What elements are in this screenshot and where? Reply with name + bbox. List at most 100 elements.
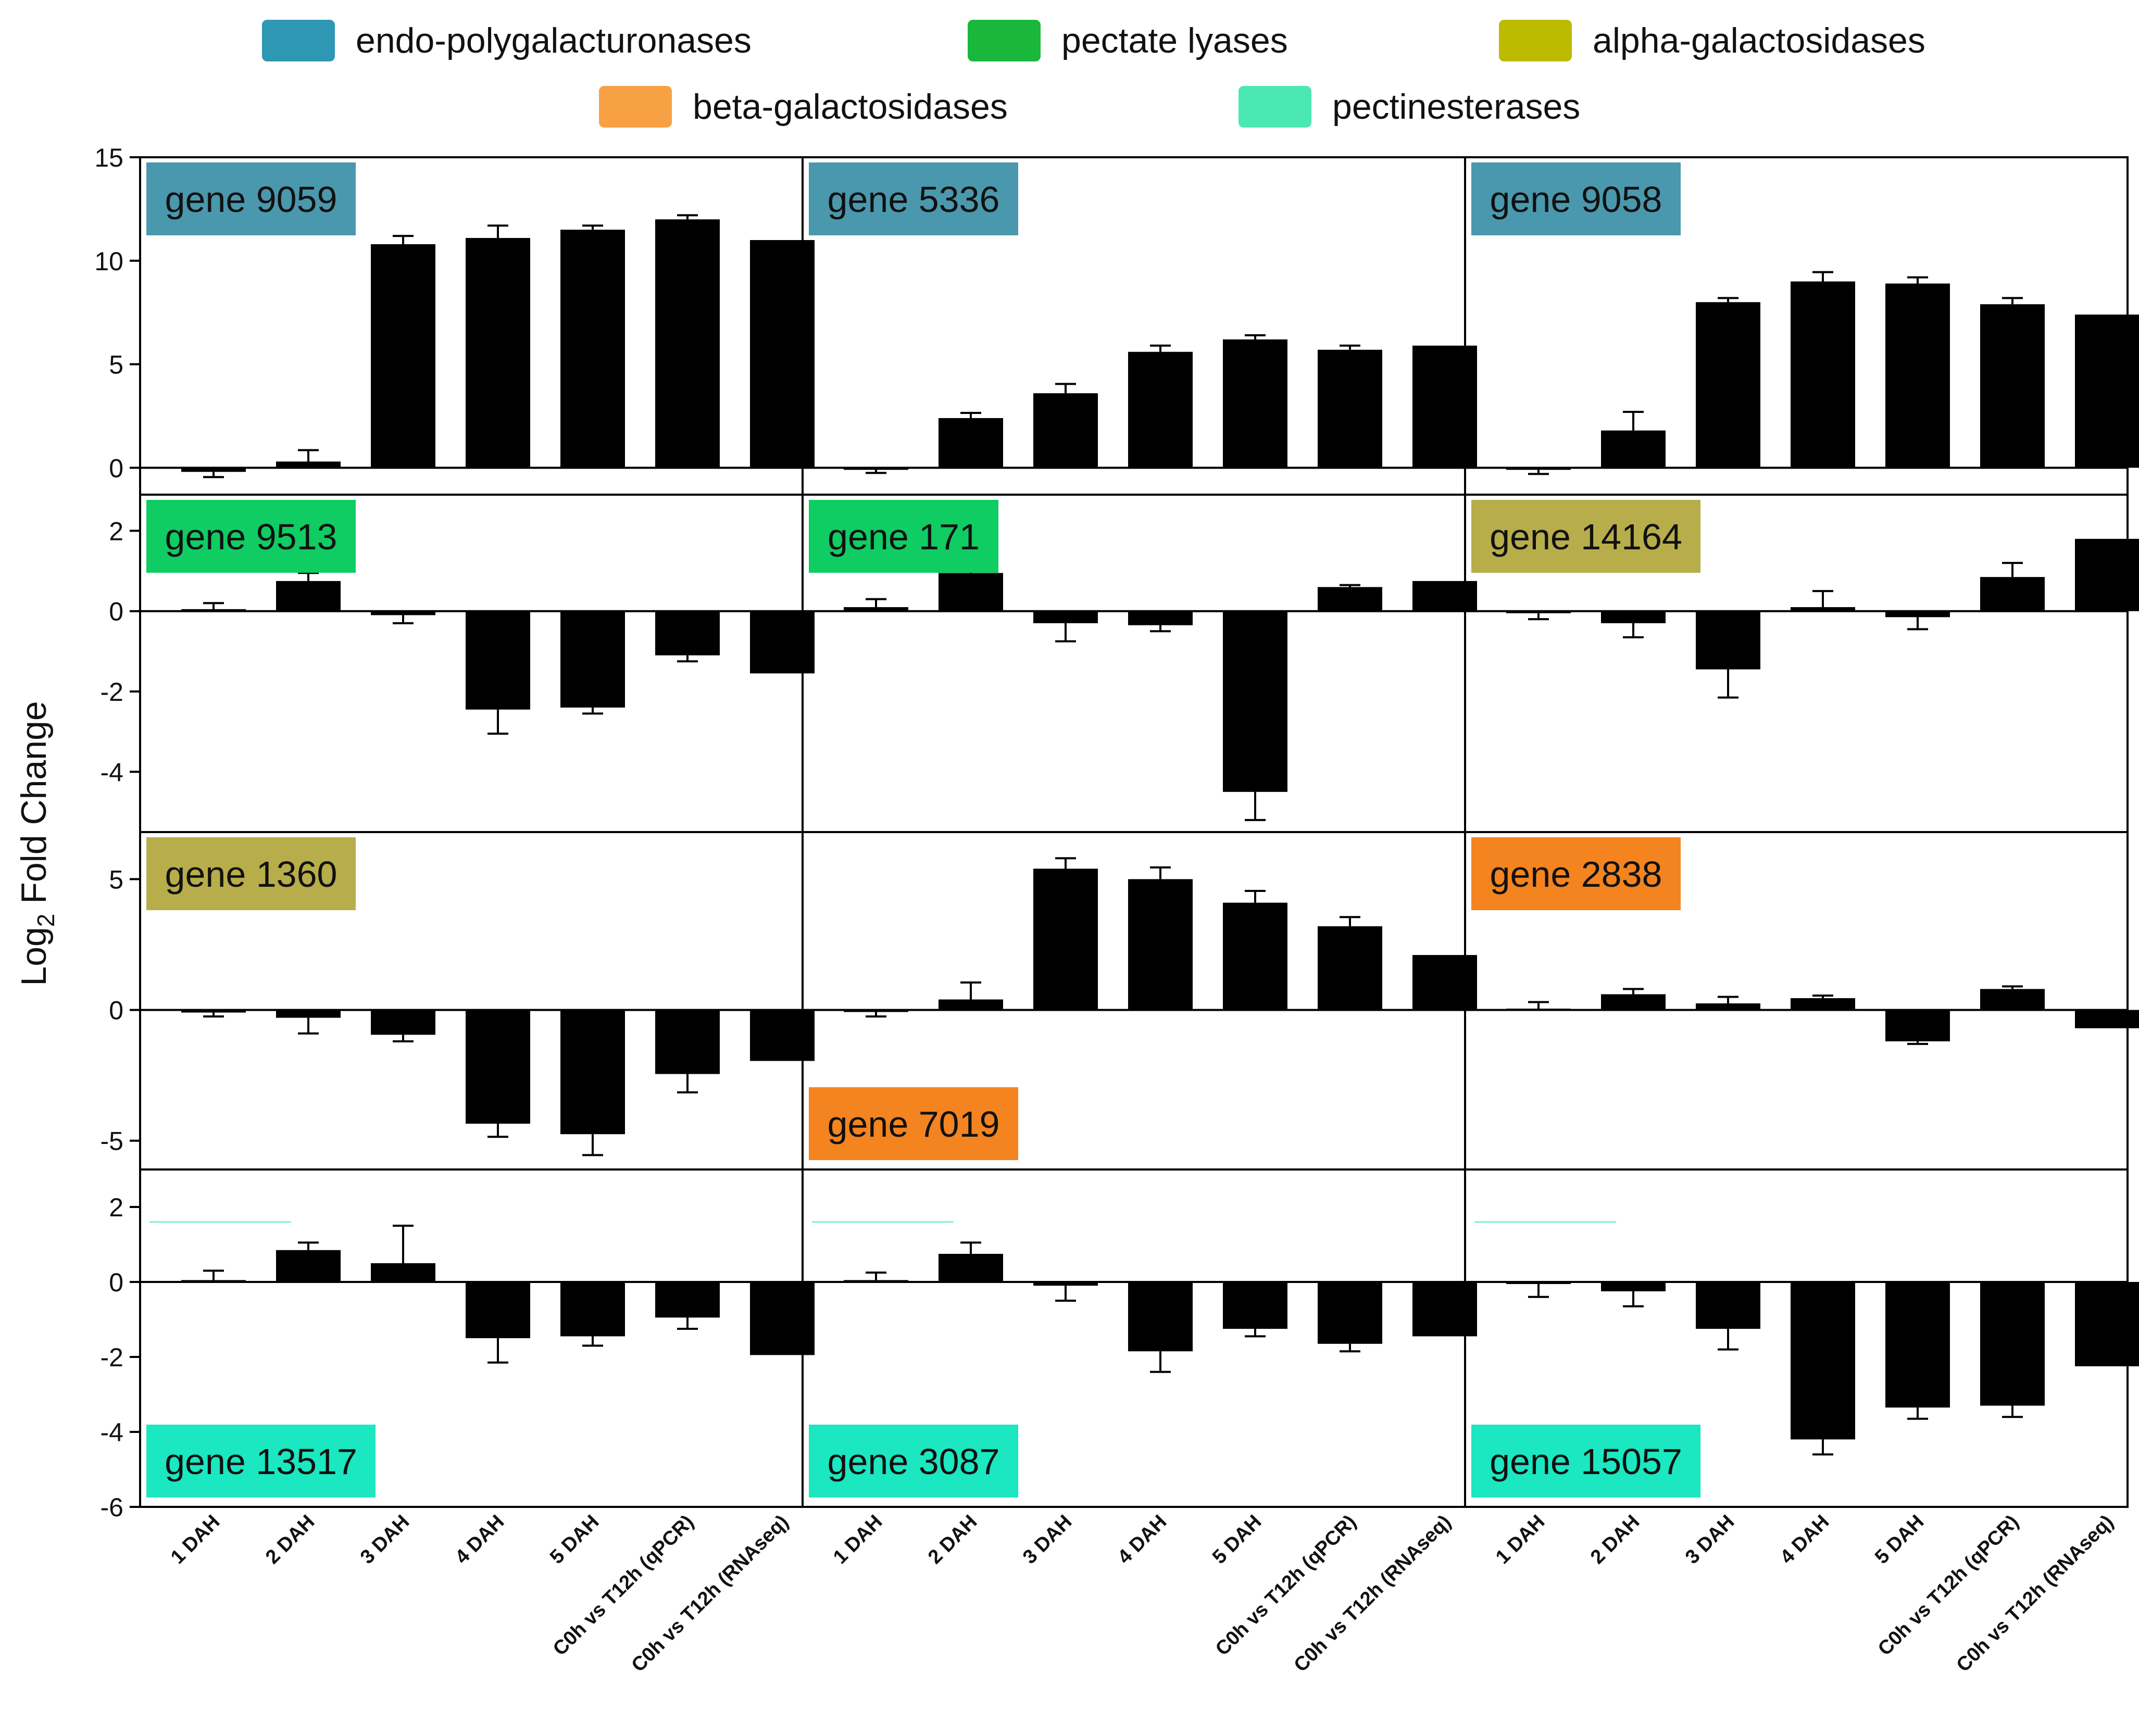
bar-3-dah bbox=[1033, 1282, 1098, 1286]
y-axis-title-log: Log bbox=[14, 927, 54, 986]
bar-1-dah bbox=[181, 1010, 246, 1013]
bar-2-dah bbox=[939, 1254, 1003, 1282]
legend-item-pectinesterases: pectinesterases bbox=[1239, 86, 1580, 128]
gene-label-box bbox=[146, 837, 356, 910]
bar-5-dah bbox=[1223, 611, 1287, 792]
bar-c0h-vs-t12h-rnaseq bbox=[2075, 315, 2139, 468]
gene-label-box bbox=[809, 162, 1018, 235]
bar-1-dah bbox=[844, 1010, 908, 1012]
bar-c0h-vs-t12h-qpcr bbox=[655, 1010, 720, 1074]
x-tick-label-c0h-vs-t12h-rnaseq: C0h vs T12h (RNAseq) bbox=[627, 1511, 793, 1677]
bar-3-dah bbox=[1033, 869, 1098, 1010]
bar-c0h-vs-t12h-qpcr bbox=[1980, 304, 2045, 468]
gene-label-box bbox=[146, 1425, 376, 1498]
bar-c0h-vs-t12h-rnaseq bbox=[750, 611, 815, 674]
gene-label-box bbox=[1471, 500, 1700, 573]
legend-label-pectinesterases: pectinesterases bbox=[1332, 87, 1581, 127]
panel-gene-2838: gene 2838 bbox=[1464, 831, 2139, 1171]
bar-c0h-vs-t12h-qpcr bbox=[655, 611, 720, 656]
bar-5-dah bbox=[560, 611, 625, 708]
x-tick-label-3-dah: 3 DAH bbox=[356, 1511, 414, 1568]
panel-gene-3087: gene 3087 1 DAH 2 DAH 3 DAH 4 DAH 5 DAH C0h vs… bbox=[802, 1168, 1477, 1677]
legend-item-alpha-galactosidases: alpha-galactosidases bbox=[1499, 20, 1925, 61]
panel-gene-9059: 0 5 10 15 gene 9059 bbox=[94, 143, 815, 496]
y-tick-label: 10 bbox=[94, 247, 123, 276]
panel-gene-13517: -6 -4 -2 0 2 gene 13517 1 DAH 2 DAH 3 DAH 4 DAH 5 … bbox=[101, 1168, 815, 1677]
bar-4-dah bbox=[466, 611, 530, 710]
bar-4-dah bbox=[1791, 607, 1855, 611]
y-tick-label: -6 bbox=[101, 1493, 123, 1522]
y-tick-label: 0 bbox=[109, 996, 123, 1025]
bar-5-dah bbox=[1885, 1282, 1950, 1408]
bar-c0h-vs-t12h-rnaseq bbox=[1412, 581, 1477, 611]
gene-label: gene 171 bbox=[828, 517, 980, 557]
x-tick-label-2-dah: 2 DAH bbox=[924, 1511, 981, 1568]
bar-5-dah bbox=[1223, 902, 1287, 1010]
x-tick-label-5-dah: 5 DAH bbox=[1208, 1511, 1266, 1568]
x-tick-label-1-dah: 1 DAH bbox=[1492, 1511, 1549, 1568]
gene-label: gene 1360 bbox=[165, 854, 337, 895]
bar-c0h-vs-t12h-qpcr bbox=[1318, 587, 1382, 611]
bar-3-dah bbox=[1696, 302, 1760, 468]
bar-3-dah bbox=[1696, 1003, 1760, 1010]
x-tick-label-1-dah: 1 DAH bbox=[829, 1511, 886, 1568]
bar-4-dah bbox=[1791, 281, 1855, 468]
gene-label: gene 15057 bbox=[1490, 1441, 1682, 1482]
bar-5-dah bbox=[560, 230, 625, 468]
gene-label: gene 13517 bbox=[165, 1441, 357, 1482]
bar-c0h-vs-t12h-qpcr bbox=[655, 219, 720, 468]
y-tick-label: 2 bbox=[109, 517, 123, 546]
bar-c0h-vs-t12h-rnaseq bbox=[2075, 538, 2139, 611]
y-tick-label: -5 bbox=[101, 1127, 123, 1156]
bar-1-dah bbox=[1506, 1009, 1571, 1011]
bar-5-dah bbox=[1885, 1010, 1950, 1041]
gene-label: gene 14164 bbox=[1490, 517, 1682, 557]
x-tick-label-5-dah: 5 DAH bbox=[546, 1511, 603, 1568]
bar-c0h-vs-t12h-rnaseq bbox=[2075, 1282, 2139, 1366]
y-tick-label: 0 bbox=[109, 454, 123, 483]
legend-swatch-pectinesterases bbox=[1239, 86, 1311, 128]
bar-3-dah bbox=[371, 1263, 435, 1282]
bar-5-dah bbox=[560, 1010, 625, 1135]
x-tick-label-3-dah: 3 DAH bbox=[1681, 1511, 1738, 1568]
panel-gene-7019: gene 7019 bbox=[802, 831, 1477, 1171]
y-tick-label: -2 bbox=[101, 1343, 123, 1372]
gene-label: gene 3087 bbox=[828, 1441, 1000, 1482]
bar-5-dah bbox=[1885, 611, 1950, 618]
legend-item-endo-polygalacturonases: endo-polygalacturonases bbox=[262, 20, 752, 61]
bar-3-dah bbox=[371, 244, 435, 468]
y-tick-label: -2 bbox=[101, 677, 123, 707]
gene-label-box bbox=[146, 162, 356, 235]
bar-3-dah bbox=[1033, 393, 1098, 468]
gene-label: gene 5336 bbox=[828, 179, 1000, 220]
legend-label-endo-polygalacturonases: endo-polygalacturonases bbox=[356, 21, 752, 60]
bar-3-dah bbox=[1696, 611, 1760, 670]
y-tick-label: 0 bbox=[109, 1268, 123, 1297]
legend-swatch-beta-galactosidases bbox=[599, 86, 672, 128]
y-tick-label: -4 bbox=[101, 758, 123, 787]
y-axis-title-subscript: 2 bbox=[32, 914, 59, 927]
gene-label-box bbox=[1471, 1425, 1700, 1498]
y-axis-title: Log2 Fold Change bbox=[14, 701, 59, 986]
bar-c0h-vs-t12h-qpcr bbox=[1318, 1282, 1382, 1344]
bar-1-dah bbox=[844, 607, 908, 611]
bar-5-dah bbox=[560, 1282, 625, 1337]
legend-label-beta-galactosidases: beta-galactosidases bbox=[693, 87, 1008, 127]
bar-2-dah bbox=[276, 461, 341, 468]
bar-2-dah bbox=[276, 1010, 341, 1018]
bar-2-dah bbox=[1601, 430, 1666, 468]
gene-label-box bbox=[809, 1087, 1018, 1160]
legend-swatch-pectate-lyases bbox=[968, 20, 1041, 61]
panel-gene-14164: gene 14164 bbox=[1464, 494, 2139, 833]
bar-c0h-vs-t12h-rnaseq bbox=[1412, 345, 1477, 468]
panel-gene-5336: gene 5336 bbox=[802, 156, 1477, 496]
y-tick-label: 5 bbox=[109, 865, 123, 894]
bar-2-dah bbox=[939, 999, 1003, 1010]
bar-4-dah bbox=[1791, 1282, 1855, 1440]
legend-swatch-alpha-galactosidases bbox=[1499, 20, 1572, 61]
legend-swatch-endo-polygalacturonases bbox=[262, 20, 335, 61]
gene-label-box bbox=[1471, 837, 1681, 910]
bar-3-dah bbox=[371, 1010, 435, 1035]
panel-gene-1360: -5 0 5 gene 1360 bbox=[101, 831, 815, 1171]
gene-label: gene 9513 bbox=[165, 517, 337, 557]
